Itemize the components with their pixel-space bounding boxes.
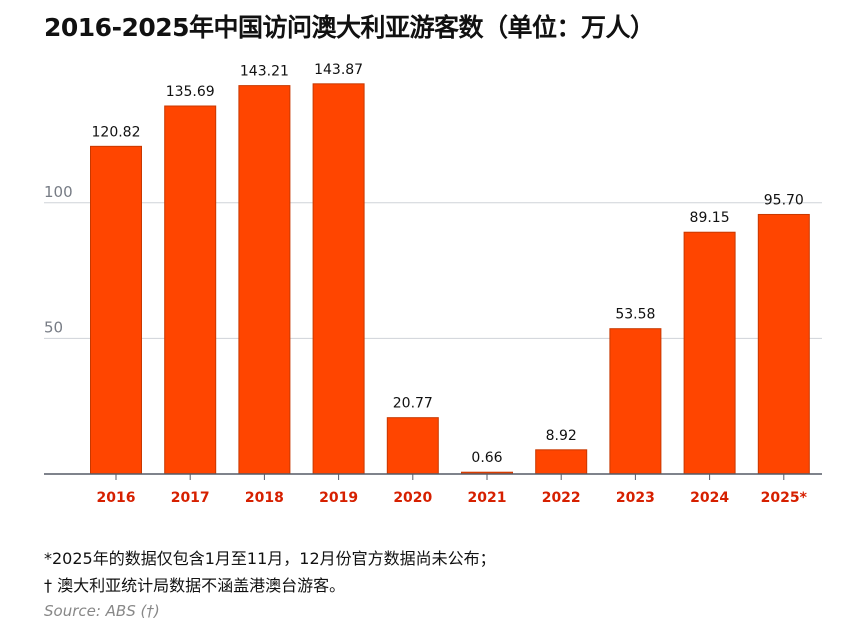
bar-2017 [164, 105, 217, 475]
value-label-2024: 89.15 [690, 210, 730, 226]
x-tick-label-2024: 2024 [690, 490, 729, 506]
bar-chart: 50 100 120.82 135.69 143.21 143.87 20.77 0.66 8… [44, 62, 822, 506]
chart-title: 2016-2025年中国访问澳大利亚游客数（单位：万人） [44, 13, 655, 42]
x-tick-label-2025*: 2025* [761, 490, 808, 506]
x-tick-label-2021: 2021 [468, 490, 507, 506]
x-tick-label-2016: 2016 [97, 490, 136, 506]
x-tick-label-2019: 2019 [319, 490, 358, 506]
value-label-2025*: 95.70 [764, 192, 804, 208]
x-tick-label-2022: 2022 [542, 490, 581, 506]
x-tick-label-2017: 2017 [171, 490, 210, 506]
bar-2019 [312, 83, 365, 475]
value-labels: 120.82 135.69 143.21 143.87 20.77 0.66 8.92 53.… [92, 62, 804, 466]
value-label-2016: 120.82 [92, 124, 141, 140]
value-label-2020: 20.77 [393, 396, 433, 412]
bars [90, 83, 810, 475]
x-axis: 2016 2017 2018 2019 2020 2021 2022 2023 2024 2025… [44, 473, 822, 506]
bar-2024 [683, 231, 736, 475]
x-tick-label-2023: 2023 [616, 490, 655, 506]
footnote-2025: *2025年的数据仅包含1月至11月，12月份官方数据尚未公布； [44, 549, 496, 568]
value-label-2018: 143.21 [240, 64, 289, 80]
bar-2020 [386, 417, 439, 475]
bar-2016 [90, 145, 142, 475]
value-label-2022: 8.92 [546, 428, 577, 444]
value-label-2017: 135.69 [166, 84, 215, 100]
value-label-2021: 0.66 [471, 450, 502, 466]
source-label: Source: ABS (†) [44, 602, 160, 620]
value-label-2019: 143.87 [314, 62, 363, 78]
x-tick-label-2018: 2018 [245, 490, 284, 506]
value-label-2023: 53.58 [615, 307, 655, 323]
y-tick-label: 100 [44, 183, 73, 201]
footnote-abs: † 澳大利亚统计局数据不涵盖港澳台游客。 [44, 576, 346, 595]
x-tick-label-2020: 2020 [393, 490, 432, 506]
bar-2025* [757, 213, 810, 475]
bar-2023 [609, 328, 662, 475]
y-tick-label: 50 [44, 318, 63, 336]
bar-2022 [535, 449, 588, 475]
bar-2018 [238, 85, 291, 475]
